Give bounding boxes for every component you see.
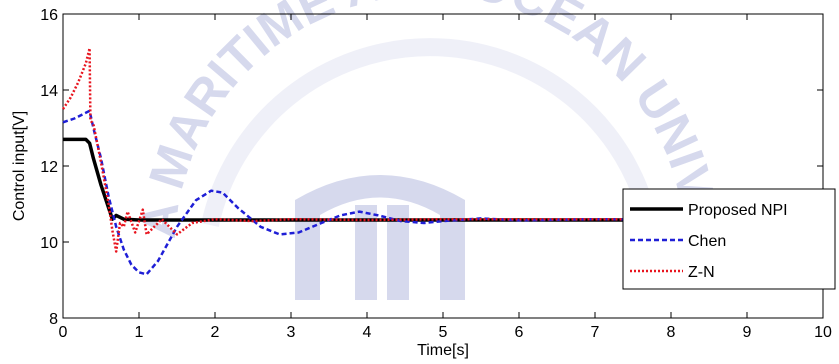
watermark-emblem	[295, 175, 465, 300]
x-tick-label: 4	[363, 324, 372, 341]
watermark: KOREA MARITIME AND OCEAN UNIVERSITY	[0, 0, 730, 300]
x-tick-label: 7	[591, 324, 600, 341]
series-layer	[61, 46, 823, 276]
x-tick-label: 3	[287, 324, 296, 341]
y-tick-label: 14	[40, 83, 58, 100]
x-tick-label: 8	[667, 324, 676, 341]
x-tick-label: 2	[211, 324, 220, 341]
legend-label: Proposed NPI	[688, 202, 788, 219]
x-tick-label: 6	[515, 324, 524, 341]
x-axis-title: Time[s]	[417, 342, 469, 359]
x-tick-label: 0	[59, 324, 68, 341]
x-tick-label: 10	[814, 324, 832, 341]
watermark-seal-arc	[201, 38, 659, 227]
series-line-chen	[62, 109, 823, 276]
x-tick-label: 1	[135, 324, 144, 341]
y-axis: 8 10 12 14 16	[40, 7, 823, 328]
y-tick-label: 12	[40, 159, 58, 176]
x-tick-label: 5	[439, 324, 448, 341]
x-axis: 0 1 2 3 4 5 6 7 8 9 10	[59, 14, 832, 341]
y-axis-title: Control input[V]	[11, 111, 28, 221]
y-tick-label: 16	[40, 7, 58, 24]
y-tick-label: 10	[40, 235, 58, 252]
series-line-z-n	[61, 46, 823, 253]
legend: Proposed NPI Chen Z-N	[622, 188, 836, 290]
x-tick-label: 9	[743, 324, 752, 341]
legend-label: Z-N	[688, 264, 715, 281]
legend-label: Chen	[688, 233, 726, 250]
y-tick-label: 8	[49, 311, 58, 328]
